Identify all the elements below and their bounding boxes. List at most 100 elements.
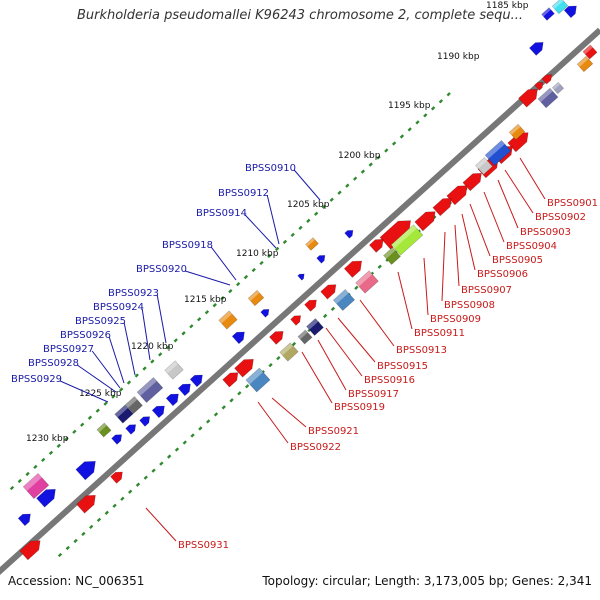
gene-arrow[interactable] bbox=[297, 272, 306, 281]
gene-label[interactable]: BPSS0931 bbox=[178, 540, 229, 551]
tick-dot bbox=[9, 485, 15, 491]
gene-box[interactable] bbox=[245, 367, 271, 393]
gene-box[interactable] bbox=[551, 81, 565, 95]
gene-box[interactable] bbox=[390, 224, 424, 256]
gene-box[interactable] bbox=[355, 270, 379, 294]
gene-label[interactable]: BPSS0905 bbox=[492, 255, 543, 266]
tick-dot bbox=[245, 384, 250, 389]
gene-label[interactable]: BPSS0929 bbox=[11, 374, 62, 385]
gene-label[interactable]: BPSS0913 bbox=[396, 345, 447, 356]
gene-label[interactable]: BPSS0927 bbox=[43, 344, 94, 355]
gene-label[interactable]: BPSS0912 bbox=[218, 188, 269, 199]
gene-label[interactable]: BPSS0924 bbox=[93, 302, 144, 313]
gene-label[interactable]: BPSS0922 bbox=[290, 442, 341, 453]
gene-arrow[interactable] bbox=[17, 510, 34, 527]
gene-box[interactable] bbox=[551, 0, 569, 15]
gene-box[interactable] bbox=[247, 289, 265, 307]
gene-box[interactable] bbox=[541, 7, 555, 21]
gene-arrow[interactable] bbox=[534, 80, 546, 91]
gene-box[interactable] bbox=[383, 247, 401, 265]
gene-box[interactable] bbox=[22, 472, 50, 500]
gene-arrow[interactable] bbox=[446, 181, 471, 206]
gene-box[interactable] bbox=[125, 396, 143, 414]
gene-arrow[interactable] bbox=[379, 215, 416, 250]
gene-box[interactable] bbox=[279, 342, 299, 362]
gene-label[interactable]: BPSS0908 bbox=[444, 300, 495, 311]
gene-arrow[interactable] bbox=[316, 253, 328, 264]
gene-label[interactable]: BPSS0910 bbox=[245, 163, 296, 174]
gene-arrow[interactable] bbox=[76, 491, 100, 514]
gene-arrow[interactable] bbox=[290, 313, 304, 326]
forward-gene-labels[interactable]: BPSS0910 BPSS0912 BPSS0914 BPSS0918 BPSS0920… bbox=[11, 163, 321, 403]
gene-arrow[interactable] bbox=[269, 328, 286, 345]
gene-arrow[interactable] bbox=[19, 536, 44, 561]
gene-label[interactable]: BPSS0920 bbox=[136, 264, 187, 275]
gene-label[interactable]: BPSS0923 bbox=[108, 288, 159, 299]
gene-arrow[interactable] bbox=[110, 469, 126, 484]
gene-box[interactable] bbox=[582, 44, 598, 60]
gene-box[interactable] bbox=[305, 237, 319, 251]
gene-label[interactable]: BPSS0914 bbox=[196, 208, 247, 219]
gene-box[interactable] bbox=[332, 289, 356, 311]
gene-arrow[interactable] bbox=[125, 422, 139, 435]
gene-box[interactable] bbox=[508, 123, 526, 141]
gene-label[interactable]: BPSS0901 bbox=[547, 198, 598, 209]
gene-arrow[interactable] bbox=[518, 85, 542, 108]
gene-arrow[interactable] bbox=[75, 456, 100, 481]
gene-arrow[interactable] bbox=[529, 39, 546, 56]
gene-box[interactable] bbox=[136, 377, 164, 403]
gene-arrow[interactable] bbox=[343, 257, 365, 278]
gene-label[interactable]: BPSS0906 bbox=[477, 269, 528, 280]
gene-box[interactable] bbox=[297, 329, 313, 345]
gene-label[interactable]: BPSS0918 bbox=[162, 240, 213, 251]
gene-box[interactable] bbox=[576, 55, 594, 73]
gene-box[interactable] bbox=[164, 360, 184, 380]
gene-label[interactable]: BPSS0921 bbox=[308, 426, 359, 437]
gene-arrow[interactable] bbox=[234, 355, 258, 378]
tick-dot bbox=[173, 338, 178, 343]
gene-box[interactable] bbox=[475, 157, 493, 175]
gene-box[interactable] bbox=[306, 318, 324, 336]
gene-label[interactable]: BPSS0928 bbox=[28, 358, 79, 369]
gene-arrow[interactable] bbox=[231, 328, 248, 345]
gene-box[interactable] bbox=[537, 87, 559, 109]
gene-arrow[interactable] bbox=[139, 414, 153, 427]
gene-label[interactable]: BPSS0915 bbox=[377, 361, 428, 372]
gene-arrow[interactable] bbox=[462, 169, 485, 192]
gene-arrow[interactable] bbox=[260, 307, 272, 318]
gene-arrow[interactable] bbox=[222, 369, 242, 388]
gene-label[interactable]: BPSS0904 bbox=[506, 241, 557, 252]
gene-box[interactable] bbox=[484, 140, 512, 166]
gene-arrow[interactable] bbox=[177, 380, 194, 397]
gene-arrow[interactable] bbox=[151, 402, 168, 419]
gene-label[interactable]: BPSS0902 bbox=[535, 212, 586, 223]
gene-label[interactable]: BPSS0919 bbox=[334, 402, 385, 413]
gene-label[interactable]: BPSS0909 bbox=[430, 314, 481, 325]
reverse-gene-labels[interactable]: BPSS0901 BPSS0902 BPSS0903 BPSS0904 BPSS0905… bbox=[145, 157, 598, 551]
gene-arrow[interactable] bbox=[189, 371, 206, 388]
gene-arrow[interactable] bbox=[414, 207, 439, 232]
gene-arrow[interactable] bbox=[165, 390, 182, 407]
gene-label[interactable]: BPSS0916 bbox=[364, 375, 415, 386]
gene-arrow[interactable] bbox=[320, 281, 340, 300]
gene-label[interactable]: BPSS0925 bbox=[75, 316, 126, 327]
gene-features[interactable] bbox=[17, 0, 598, 561]
gene-arrow[interactable] bbox=[369, 236, 386, 253]
gene-label[interactable]: BPSS0917 bbox=[348, 389, 399, 400]
gene-arrow[interactable] bbox=[344, 228, 356, 239]
gene-box[interactable] bbox=[218, 310, 238, 330]
gene-arrow[interactable] bbox=[541, 72, 554, 85]
gene-label[interactable]: BPSS0903 bbox=[520, 227, 571, 238]
gene-label[interactable]: BPSS0926 bbox=[60, 330, 111, 341]
gene-arrow[interactable] bbox=[432, 194, 455, 217]
gene-label[interactable]: BPSS0907 bbox=[461, 285, 512, 296]
gene-arrow[interactable] bbox=[36, 485, 60, 508]
gene-box[interactable] bbox=[96, 422, 112, 438]
gene-arrow[interactable] bbox=[304, 297, 320, 312]
gene-arrow[interactable] bbox=[563, 2, 580, 19]
gene-label[interactable]: BPSS0911 bbox=[414, 328, 465, 339]
gene-arrow[interactable] bbox=[111, 432, 125, 445]
gene-box[interactable] bbox=[114, 404, 134, 424]
